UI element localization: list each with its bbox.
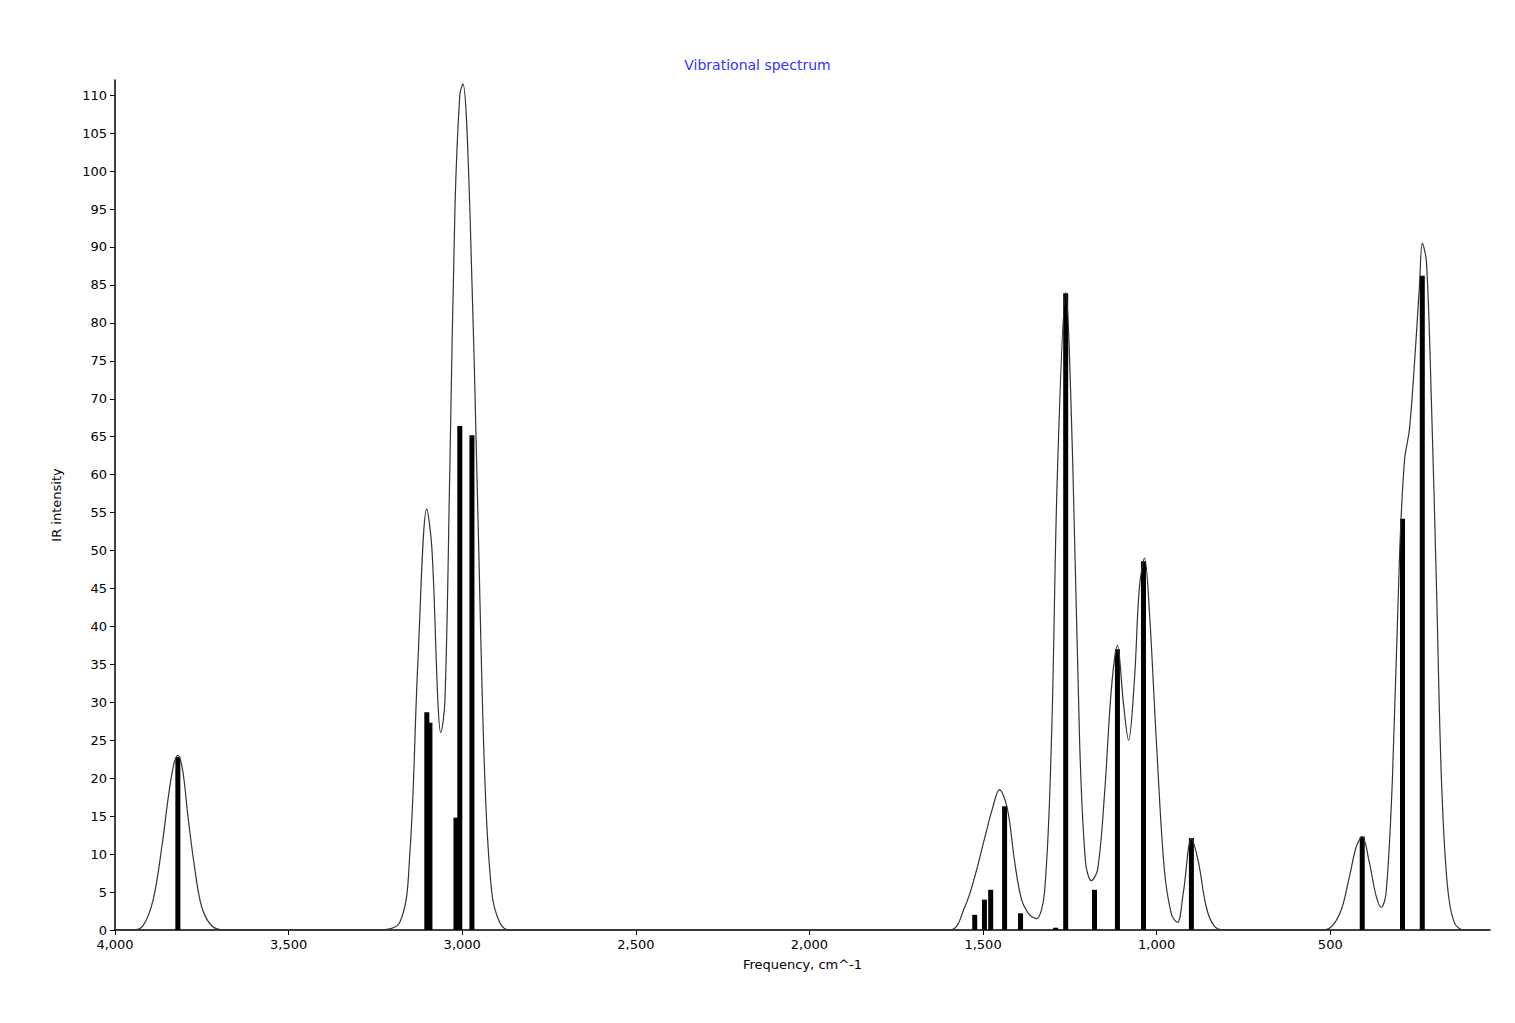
svg-text:25: 25 <box>90 733 107 748</box>
svg-text:70: 70 <box>90 391 107 406</box>
svg-text:3,500: 3,500 <box>270 937 307 952</box>
svg-text:0: 0 <box>99 923 107 938</box>
svg-text:Vibrational spectrum: Vibrational spectrum <box>684 57 830 73</box>
svg-text:IR intensity: IR intensity <box>49 468 64 542</box>
svg-text:50: 50 <box>90 543 107 558</box>
svg-text:2,500: 2,500 <box>617 937 654 952</box>
svg-text:5: 5 <box>99 885 107 900</box>
svg-text:60: 60 <box>90 467 107 482</box>
svg-text:75: 75 <box>90 353 107 368</box>
svg-text:45: 45 <box>90 581 107 596</box>
svg-text:500: 500 <box>1318 937 1343 952</box>
svg-text:85: 85 <box>90 277 107 292</box>
svg-text:55: 55 <box>90 505 107 520</box>
svg-text:1,500: 1,500 <box>964 937 1001 952</box>
svg-text:3,000: 3,000 <box>444 937 481 952</box>
svg-text:40: 40 <box>90 619 107 634</box>
svg-text:20: 20 <box>90 771 107 786</box>
svg-text:1,000: 1,000 <box>1138 937 1175 952</box>
svg-text:30: 30 <box>90 695 107 710</box>
svg-text:4,000: 4,000 <box>96 937 133 952</box>
svg-text:110: 110 <box>82 88 107 103</box>
svg-text:65: 65 <box>90 429 107 444</box>
svg-text:35: 35 <box>90 657 107 672</box>
svg-text:10: 10 <box>90 847 107 862</box>
svg-text:100: 100 <box>82 164 107 179</box>
svg-text:2,000: 2,000 <box>791 937 828 952</box>
svg-text:80: 80 <box>90 315 107 330</box>
svg-text:105: 105 <box>82 126 107 141</box>
svg-text:15: 15 <box>90 809 107 824</box>
svg-text:Frequency, cm^-1: Frequency, cm^-1 <box>743 957 862 972</box>
svg-text:90: 90 <box>90 239 107 254</box>
svg-text:95: 95 <box>90 202 107 217</box>
